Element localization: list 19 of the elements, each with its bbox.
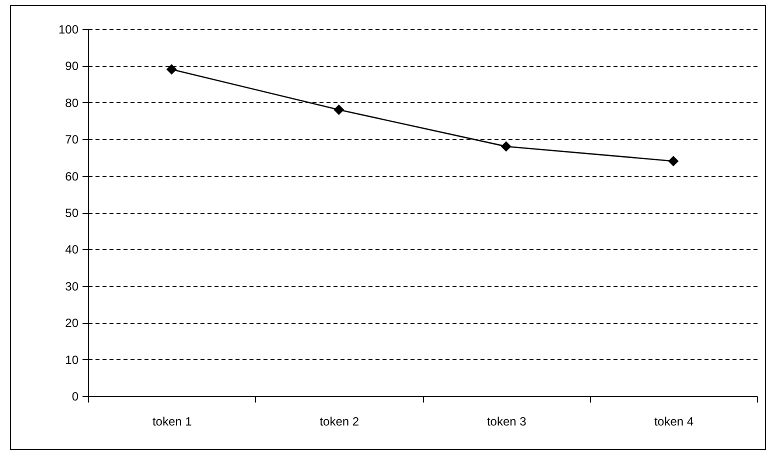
y-tick-label: 70 (65, 132, 79, 147)
x-tick-label: token 2 (320, 414, 360, 428)
x-tick-label: token 1 (152, 414, 192, 428)
y-tick-label: 20 (65, 316, 79, 330)
point (166, 64, 177, 75)
y-tick-label: 60 (65, 169, 79, 184)
x-tick-label: token 3 (486, 414, 527, 428)
y-tick-label: 0 (72, 390, 79, 404)
point (500, 141, 512, 152)
y-tick-label: 50 (65, 206, 79, 220)
x-tick-label: token 4 (654, 414, 694, 428)
y-tick-label: 90 (65, 59, 79, 74)
y-tick-label: 40 (65, 242, 79, 257)
y-tick-label: 80 (65, 96, 79, 110)
y-tick-label: 10 (65, 352, 79, 367)
point (334, 104, 344, 115)
y-tick-label: 100 (58, 22, 79, 36)
point (668, 156, 679, 166)
y-tick-label: 30 (65, 279, 79, 294)
